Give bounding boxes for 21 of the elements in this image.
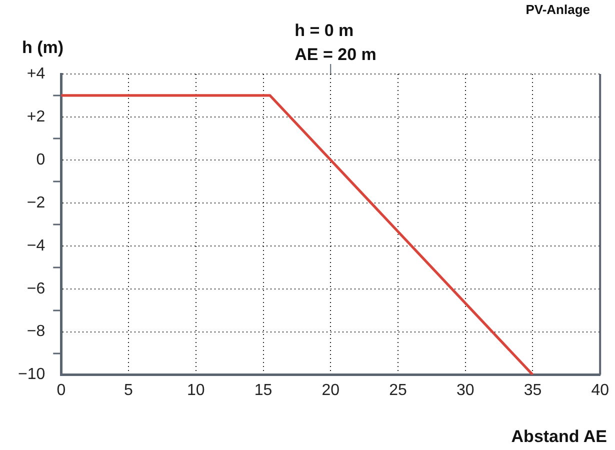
- x-axis-title: Abstand AE: [511, 427, 607, 446]
- x-tick-label: 20: [322, 382, 340, 399]
- text: h = 0 m AE = 20 m: [294, 21, 376, 64]
- y-tick-label: +2: [26, 108, 46, 126]
- y-tick-label: −8: [26, 323, 46, 340]
- y-axis-title: h (m): [22, 38, 64, 57]
- x-tick-label: 10: [186, 382, 205, 399]
- x-tick-label: 40: [591, 382, 610, 399]
- y-tick-label: +4: [26, 65, 46, 82]
- y-tick-label: 0: [36, 151, 46, 168]
- y-tick-label: −2: [26, 194, 46, 212]
- x-tick-label: 25: [389, 382, 407, 399]
- x-tick-label: 15: [254, 382, 272, 399]
- x-tick-label: 5: [124, 382, 134, 399]
- x-tick-label: 0: [56, 382, 66, 399]
- y-tick-label: −6: [26, 280, 46, 298]
- x-tick-label: 30: [456, 382, 474, 399]
- x-tick-label: 35: [524, 382, 542, 399]
- text: PV-Anlage: [526, 2, 590, 18]
- y-tick-label: −10: [18, 366, 46, 384]
- y-tick-label: −4: [26, 237, 46, 254]
